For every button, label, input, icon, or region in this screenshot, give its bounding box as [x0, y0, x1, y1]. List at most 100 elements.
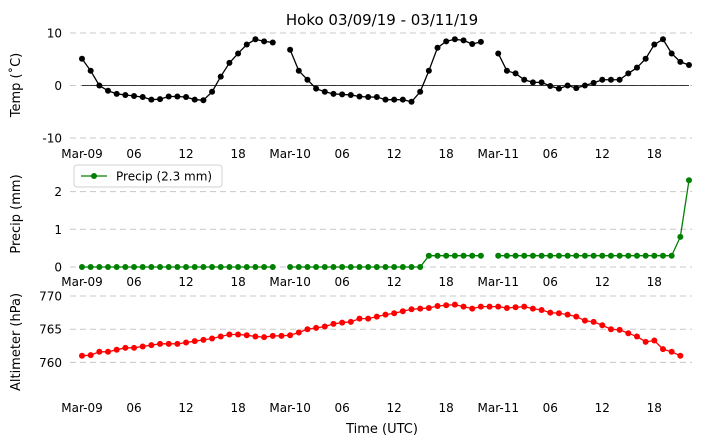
data-point	[399, 96, 406, 103]
legend-marker	[91, 173, 97, 179]
data-point	[521, 76, 528, 83]
data-point	[529, 79, 536, 86]
data-point	[165, 340, 172, 347]
data-point	[105, 264, 112, 270]
data-point	[226, 264, 233, 270]
x-tick-label: Mar-10	[269, 147, 310, 161]
data-point	[365, 264, 372, 270]
data-point	[443, 302, 450, 309]
data-point	[512, 70, 519, 77]
data-point	[365, 315, 372, 322]
data-point	[547, 252, 554, 259]
data-point	[96, 348, 103, 355]
data-point	[495, 50, 502, 57]
data-point	[581, 317, 588, 324]
data-point	[651, 337, 658, 344]
data-point	[391, 96, 398, 103]
chart-title: Hoko 03/09/19 - 03/11/19	[286, 11, 478, 29]
x-tick-label: Mar-10	[269, 401, 310, 415]
data-point	[633, 252, 640, 259]
data-point	[356, 93, 363, 100]
data-point	[469, 41, 476, 48]
x-tick-label: 18	[439, 147, 454, 161]
data-point	[191, 264, 198, 270]
data-point	[209, 88, 216, 95]
data-point	[434, 44, 441, 51]
data-point	[512, 252, 519, 259]
data-point	[165, 264, 172, 270]
data-point	[495, 303, 502, 310]
data-point	[659, 252, 666, 259]
data-point	[313, 324, 320, 331]
data-point	[460, 37, 467, 44]
data-point	[607, 252, 614, 259]
x-tick-label: 18	[230, 401, 245, 415]
data-point	[607, 326, 614, 333]
data-point	[131, 264, 138, 270]
x-tick-label: 18	[647, 147, 662, 161]
data-point	[538, 252, 545, 259]
data-point	[503, 252, 510, 259]
data-point	[313, 85, 320, 92]
data-point	[339, 319, 346, 326]
x-tick-label: 18	[230, 275, 245, 289]
data-point	[287, 46, 294, 53]
data-point	[477, 38, 484, 45]
data-point	[148, 264, 155, 270]
data-point	[668, 348, 675, 355]
y-axis-label: Temp (˚C)	[8, 53, 24, 119]
y-tick-label: 0	[54, 79, 62, 93]
data-point	[330, 264, 337, 270]
data-point	[243, 332, 250, 339]
data-point	[417, 264, 424, 270]
data-point	[295, 264, 302, 270]
data-point	[547, 309, 554, 316]
x-tick-label: 12	[178, 275, 193, 289]
data-point	[113, 346, 120, 353]
data-point	[113, 264, 120, 270]
data-point	[538, 306, 545, 313]
data-point	[382, 264, 389, 270]
panel-3: 760 765 770 Mar-09 06 12 18 Mar-10 06 12 18 Mar-11 0…	[9, 290, 692, 415]
data-point	[122, 264, 129, 270]
data-point	[486, 303, 493, 310]
data-point	[330, 320, 337, 327]
data-point	[295, 329, 302, 336]
data-point	[425, 304, 432, 311]
data-point	[625, 70, 632, 77]
x-tick-label: Mar-09	[61, 147, 102, 161]
data-point	[686, 177, 692, 184]
legend-label: Precip (2.3 mm)	[116, 170, 212, 184]
data-point	[261, 264, 268, 270]
x-tick-label: 12	[595, 401, 610, 415]
data-point	[573, 85, 580, 92]
data-point	[148, 96, 155, 103]
data-point	[131, 93, 138, 99]
data-point	[269, 332, 276, 339]
data-point	[174, 264, 181, 270]
x-axis-label: Time (UTC)	[345, 422, 418, 437]
data-point	[469, 305, 476, 312]
data-point	[287, 332, 294, 339]
data-point	[521, 252, 528, 259]
data-point	[659, 346, 666, 353]
data-point	[79, 55, 85, 62]
data-point	[590, 79, 597, 86]
data-point	[235, 50, 242, 57]
data-point	[651, 41, 658, 48]
data-point	[87, 264, 94, 270]
data-point	[347, 318, 354, 325]
data-point	[633, 64, 640, 71]
data-point	[590, 252, 597, 259]
data-point	[183, 264, 190, 270]
data-point	[425, 67, 432, 74]
data-point	[434, 252, 441, 259]
data-point	[139, 94, 146, 101]
data-point	[157, 96, 164, 103]
data-point	[373, 264, 380, 270]
data-point	[399, 308, 406, 315]
data-point	[226, 331, 233, 338]
data-point	[191, 96, 198, 103]
x-tick-label: 06	[543, 401, 558, 415]
